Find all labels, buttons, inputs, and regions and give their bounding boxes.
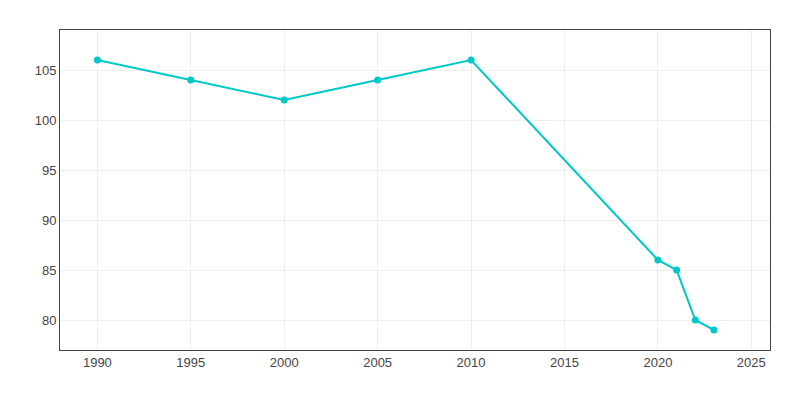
svg-text:1990: 1990 xyxy=(83,355,112,370)
svg-text:2025: 2025 xyxy=(737,355,766,370)
svg-text:2010: 2010 xyxy=(457,355,486,370)
svg-text:95: 95 xyxy=(42,163,56,178)
svg-text:2020: 2020 xyxy=(643,355,672,370)
svg-text:80: 80 xyxy=(42,313,56,328)
svg-text:2005: 2005 xyxy=(363,355,392,370)
svg-text:2015: 2015 xyxy=(550,355,579,370)
svg-text:85: 85 xyxy=(42,263,56,278)
svg-text:90: 90 xyxy=(42,213,56,228)
svg-text:105: 105 xyxy=(35,63,57,78)
svg-text:100: 100 xyxy=(35,113,57,128)
svg-text:1995: 1995 xyxy=(176,355,205,370)
svg-text:2000: 2000 xyxy=(270,355,299,370)
